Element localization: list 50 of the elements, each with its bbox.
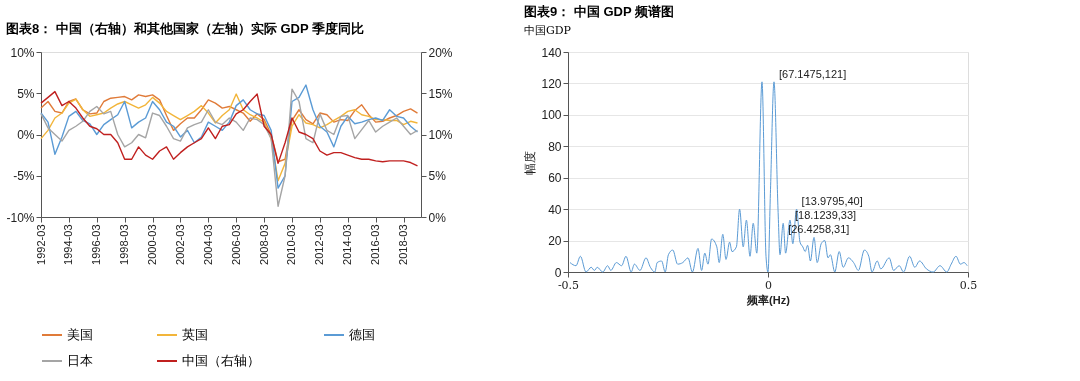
legend-label: 日本 (67, 353, 93, 368)
x-tick-label: 2012-03 (313, 224, 326, 265)
x-tick-label: 1996-03 (90, 224, 103, 265)
x-tick-label: 0.5 (959, 278, 978, 292)
chart-title: 图表8： 中国（右轴）和其他国家（左轴）实际 GDP 季度同比 (5, 21, 364, 36)
x-tick-label: 1992-03 (34, 224, 47, 265)
legend-label: 美国 (67, 327, 93, 342)
y-tick-label: 0% (17, 128, 35, 142)
annotation: [13.9795,40] (801, 195, 863, 208)
chart-title: 图表9： 中国 GDP 频谱图 (523, 4, 674, 19)
line-series (40, 84, 419, 189)
y-tick-label: 20 (548, 234, 562, 249)
x-tick-label: 1994-03 (62, 224, 75, 265)
y-tick-label: 120 (541, 76, 562, 91)
y-tick-label: 5% (17, 86, 35, 101)
x-axis-title: 频率(Hz) (746, 293, 791, 306)
x-tick-label: 2010-03 (285, 224, 298, 265)
x-tick-label: 2006-03 (229, 224, 242, 265)
x-tick-label: 0 (765, 278, 772, 292)
chart-subtitle: 中国GDP (523, 24, 572, 37)
y2-tick-label: 10% (428, 128, 453, 142)
y-tick-label: 40 (548, 202, 562, 217)
x-tick-label: 2016-03 (369, 224, 382, 265)
x-tick-label: 2002-03 (173, 224, 186, 265)
x-tick-label: 2014-03 (341, 224, 354, 265)
line-series (40, 93, 419, 182)
y2-tick-label: 20% (428, 45, 453, 60)
x-tick-label: 2000-03 (146, 224, 159, 265)
x-tick-label: -0.5 (557, 278, 580, 292)
y2-tick-label: 0% (428, 210, 447, 225)
y-tick-label: 10% (10, 45, 35, 60)
y-tick-label: 60 (548, 171, 562, 186)
x-tick-label: 2004-03 (201, 224, 214, 265)
y-tick-label: 140 (541, 45, 562, 60)
y2-tick-label: 15% (428, 86, 453, 101)
y-tick-label: 80 (548, 139, 562, 154)
y-tick-label: 0 (554, 265, 562, 280)
x-tick-label: 1998-03 (118, 224, 131, 265)
annotation: [67.1475,121] (779, 67, 847, 80)
y-tick-label: 100 (541, 108, 562, 123)
x-tick-label: 2018-03 (397, 224, 410, 265)
y-axis-title: 幅度 (523, 150, 538, 175)
line-series (40, 88, 419, 207)
legend-label: 中国（右轴） (182, 353, 260, 368)
legend-label: 英国 (182, 327, 208, 342)
y-tick-label: -10% (6, 210, 35, 225)
legend-label: 德国 (349, 327, 375, 342)
y2-tick-label: 5% (428, 169, 447, 184)
x-tick-label: 2008-03 (257, 224, 270, 265)
y-tick-label: -5% (13, 169, 35, 184)
